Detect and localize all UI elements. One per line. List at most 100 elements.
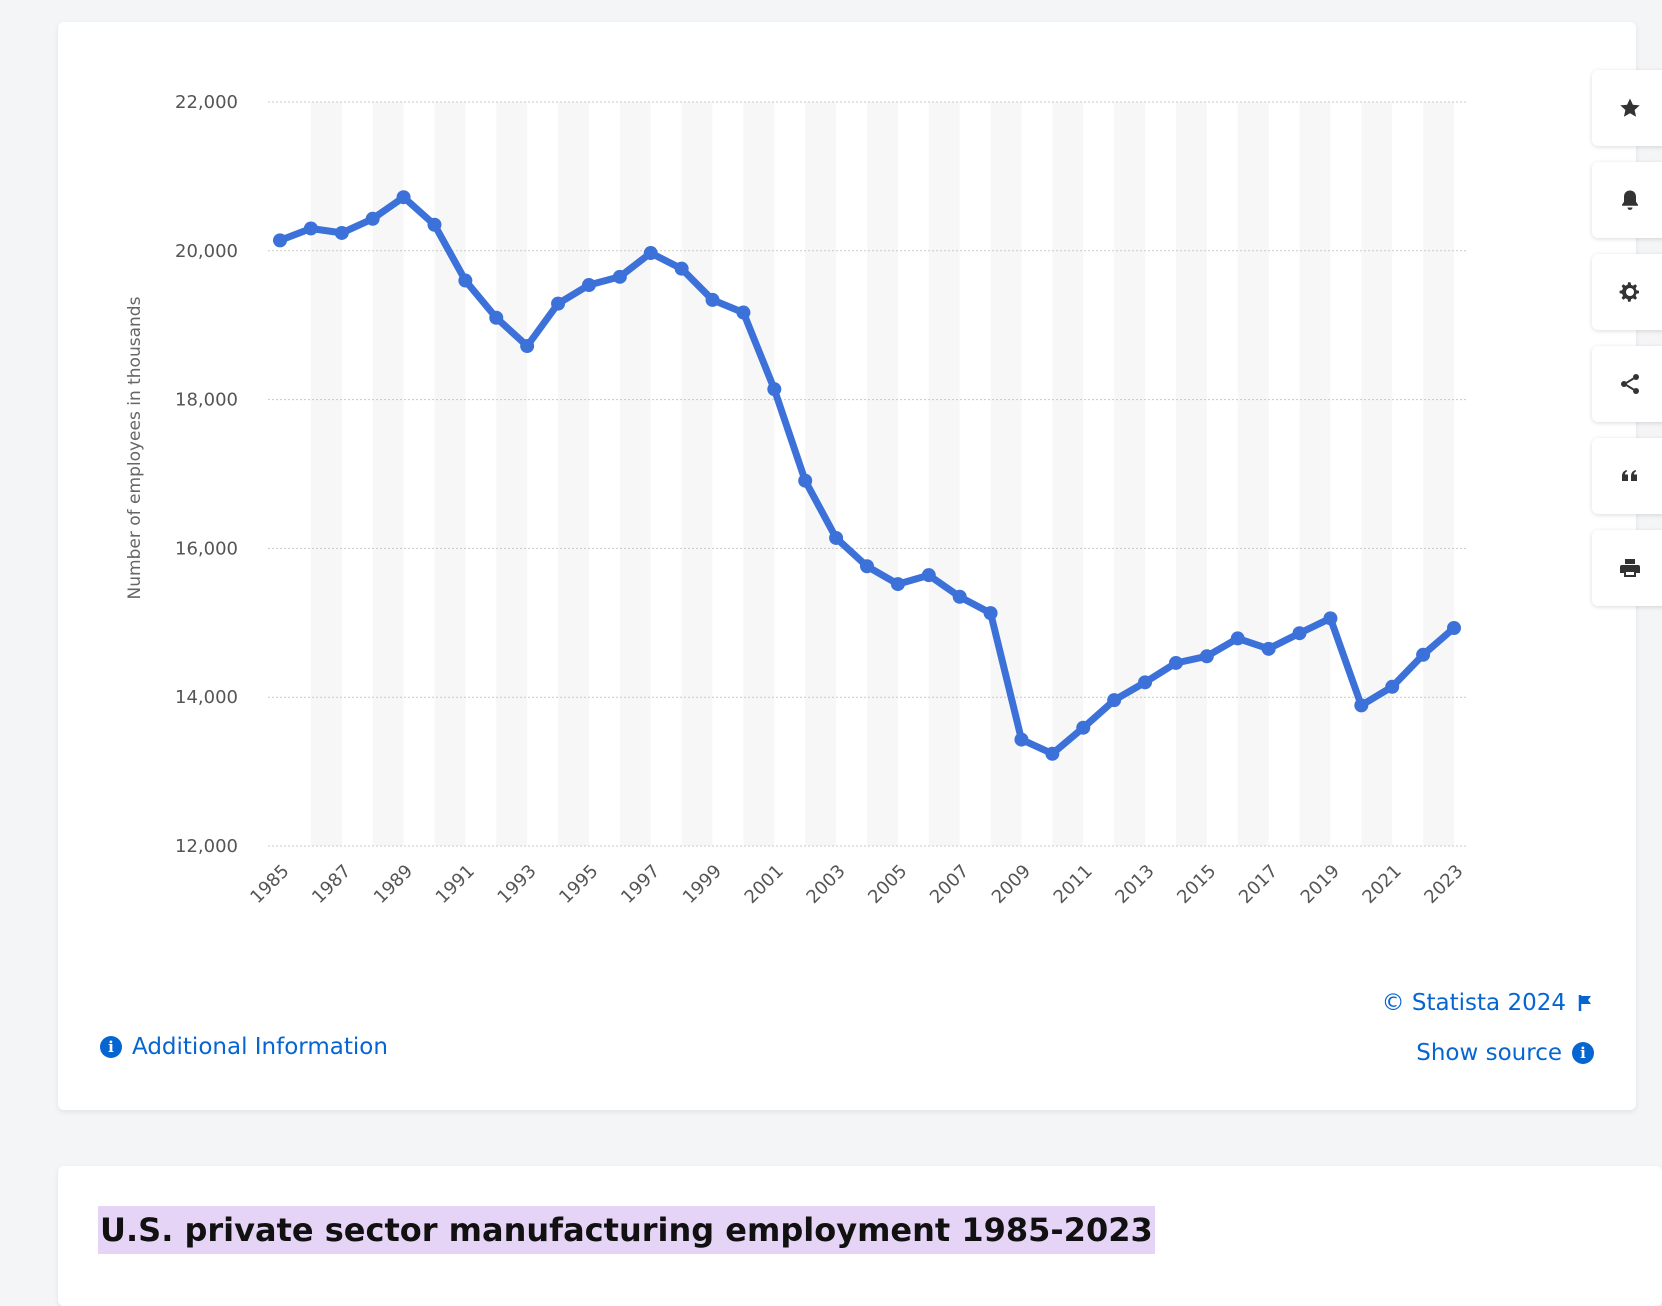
x-tick-label: 2023: [1420, 861, 1467, 908]
data-point[interactable]: [427, 217, 442, 232]
column-band: [805, 102, 837, 846]
data-point[interactable]: [1292, 626, 1307, 641]
x-tick-label: 2007: [926, 861, 973, 908]
x-tick-label: 2001: [741, 861, 788, 908]
x-tick-label: 1989: [370, 861, 417, 908]
column-band: [434, 102, 466, 846]
column-band: [496, 102, 528, 846]
x-tick-label: 1997: [617, 861, 664, 908]
printer-icon: [1620, 559, 1640, 577]
column-band: [1237, 102, 1269, 846]
x-tick-label: 2017: [1235, 861, 1282, 908]
chart-card: 12,000 14,000 16,000 18,000 20,000 22,000 198…: [58, 22, 1662, 1110]
data-point[interactable]: [921, 568, 936, 583]
x-tick-label: 2003: [802, 861, 849, 908]
x-tick-label: 2005: [864, 861, 911, 908]
data-point[interactable]: [396, 190, 411, 205]
column-band: [1423, 102, 1454, 846]
data-point[interactable]: [798, 473, 813, 488]
x-tick-label: 1991: [432, 861, 479, 908]
column-band: [619, 102, 651, 846]
chart-toolbar: [1592, 70, 1662, 622]
column-band: [743, 102, 775, 846]
quote-icon: [1622, 470, 1637, 481]
copyright-link[interactable]: © Statista 2024: [1382, 990, 1594, 1016]
line-chart: 12,000 14,000 16,000 18,000 20,000 22,000 198…: [125, 92, 1468, 908]
data-point[interactable]: [1076, 720, 1091, 735]
x-tick-label: 2015: [1173, 861, 1220, 908]
data-point[interactable]: [581, 278, 596, 293]
data-point[interactable]: [1230, 631, 1245, 646]
x-tick-label: 2019: [1297, 861, 1344, 908]
show-source-link[interactable]: Show source i: [1416, 1040, 1594, 1066]
info-icon: i: [1572, 1042, 1594, 1064]
data-point[interactable]: [1138, 675, 1153, 690]
settings-button[interactable]: [1592, 254, 1662, 330]
x-tick-label: 2009: [988, 861, 1035, 908]
y-tick-label: 14,000: [175, 687, 238, 708]
share-button[interactable]: [1592, 346, 1662, 422]
data-point[interactable]: [458, 273, 473, 288]
column-band: [310, 102, 342, 846]
print-button[interactable]: [1592, 530, 1662, 606]
x-tick-label: 2013: [1111, 861, 1158, 908]
data-point[interactable]: [1323, 611, 1338, 626]
data-point[interactable]: [1168, 655, 1183, 670]
column-band: [1175, 102, 1207, 846]
x-tick-label: 2021: [1359, 861, 1406, 908]
x-tick-label: 1987: [308, 861, 355, 908]
data-point[interactable]: [674, 261, 689, 276]
data-point[interactable]: [643, 246, 658, 261]
show-source-label: Show source: [1416, 1040, 1562, 1066]
column-band: [1361, 102, 1393, 846]
cite-button[interactable]: [1592, 438, 1662, 514]
data-point[interactable]: [983, 606, 998, 621]
data-point[interactable]: [1107, 693, 1122, 708]
data-point[interactable]: [952, 589, 967, 604]
additional-info-link[interactable]: i Additional Information: [100, 1034, 388, 1060]
data-point[interactable]: [1385, 679, 1400, 694]
data-point[interactable]: [1014, 732, 1029, 747]
column-band: [867, 102, 898, 846]
data-point[interactable]: [365, 211, 380, 226]
data-point[interactable]: [551, 296, 566, 311]
data-point[interactable]: [1416, 647, 1431, 662]
y-axis-ticks: 12,000 14,000 16,000 18,000 20,000 22,000: [175, 92, 238, 857]
x-tick-label: 1995: [555, 861, 602, 908]
y-tick-label: 20,000: [175, 241, 238, 262]
data-point[interactable]: [303, 221, 318, 236]
data-point[interactable]: [767, 382, 782, 397]
data-point[interactable]: [520, 339, 535, 354]
data-point[interactable]: [1199, 649, 1214, 664]
title-card: U.S. private sector manufacturing employ…: [58, 1166, 1662, 1306]
data-point[interactable]: [1447, 621, 1461, 636]
bell-icon: [1622, 190, 1638, 210]
x-tick-label: 1985: [246, 861, 293, 908]
column-band: [1052, 102, 1084, 846]
star-icon: [1620, 98, 1640, 117]
data-point[interactable]: [1354, 698, 1369, 713]
data-point[interactable]: [890, 577, 905, 592]
data-point[interactable]: [334, 225, 349, 240]
data-point[interactable]: [860, 559, 874, 574]
notification-button[interactable]: [1592, 162, 1662, 238]
copyright-text: © Statista 2024: [1381, 990, 1566, 1016]
favorite-button[interactable]: [1592, 70, 1662, 146]
x-tick-label: 1993: [493, 861, 540, 908]
data-point[interactable]: [705, 292, 720, 307]
data-point[interactable]: [612, 269, 627, 284]
info-icon: i: [100, 1036, 122, 1058]
data-point[interactable]: [829, 530, 844, 545]
data-point[interactable]: [489, 310, 504, 325]
column-band: [558, 102, 589, 846]
y-axis-label: Number of employees in thousands: [125, 296, 145, 599]
column-band: [1114, 102, 1146, 846]
data-point[interactable]: [273, 233, 287, 248]
data-point[interactable]: [736, 305, 751, 320]
x-axis-ticks: 1985 1987 1989 1991 1993 1995 1997 1999 2001 2003…: [246, 861, 1467, 908]
y-tick-label: 16,000: [175, 538, 238, 559]
data-points: [273, 190, 1461, 761]
column-band: [372, 102, 404, 846]
data-point[interactable]: [1045, 746, 1060, 761]
data-point[interactable]: [1261, 641, 1276, 656]
